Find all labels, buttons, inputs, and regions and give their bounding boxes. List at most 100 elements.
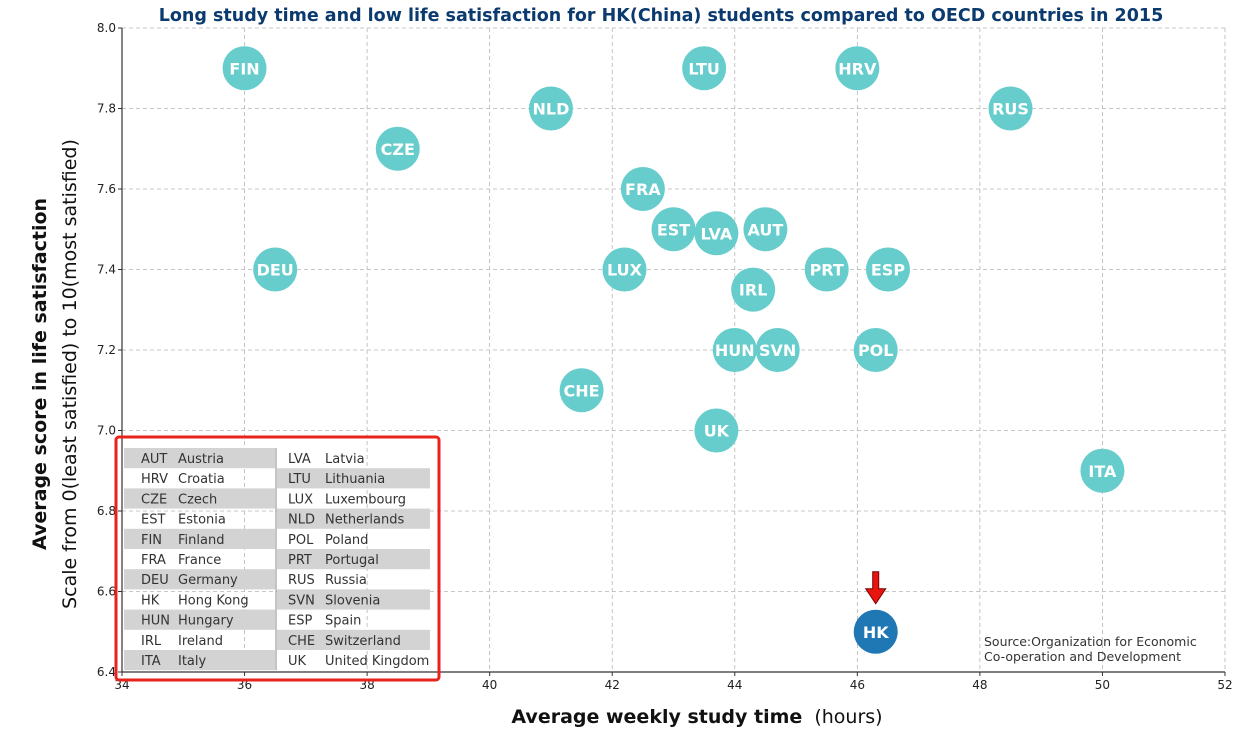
legend-country: Netherlands xyxy=(325,513,404,528)
bubble xyxy=(731,267,776,312)
legend-code: LTU xyxy=(288,472,311,487)
bubble xyxy=(222,46,267,91)
legend-code: UK xyxy=(288,654,307,669)
legend-code: CZE xyxy=(141,492,167,507)
legend-country: Estonia xyxy=(178,513,226,528)
bubble xyxy=(694,211,739,256)
x-tick-label: 42 xyxy=(605,678,620,692)
data-point-fra: FRA xyxy=(620,167,665,211)
data-point-nld: NLD xyxy=(528,86,573,131)
data-point-pol: POL xyxy=(853,328,898,372)
legend-country: France xyxy=(178,553,221,568)
y-tick-label: 7.6 xyxy=(97,182,116,196)
legend-row-bg xyxy=(124,528,275,549)
legend-row-bg xyxy=(277,508,430,529)
bubble xyxy=(1080,448,1125,493)
legend-code: HUN xyxy=(141,614,170,629)
legend-country: Slovenia xyxy=(325,593,380,608)
bubble xyxy=(743,207,788,252)
y-tick-label: 7.4 xyxy=(97,263,116,277)
bubble xyxy=(559,368,604,413)
legend-code: LVA xyxy=(288,452,311,467)
legend-code: SVN xyxy=(288,593,315,608)
legend-code: FRA xyxy=(141,553,166,568)
legend-row-bg xyxy=(124,609,275,630)
x-axis-label-main: Average weekly study time xyxy=(511,706,802,728)
bubble-label: LUX xyxy=(607,261,643,280)
data-point-esp: ESP xyxy=(865,247,910,292)
legend-country: Switzerland xyxy=(325,634,401,649)
bubble-label: EST xyxy=(657,220,690,239)
y-tick-label: 8.0 xyxy=(97,21,116,35)
legend-country: Ireland xyxy=(178,634,223,649)
bubble-label: ITA xyxy=(1088,462,1117,481)
legend-country: Czech xyxy=(178,492,217,507)
bubble xyxy=(694,408,739,453)
legend-code: DEU xyxy=(141,573,169,588)
bubble-label: IRL xyxy=(739,281,767,300)
bubble-label: HRV xyxy=(838,59,877,78)
legend-country: Spain xyxy=(325,614,361,629)
legend-country: Portugal xyxy=(325,553,379,568)
legend-country: Germany xyxy=(178,573,238,588)
data-point-cze: CZE xyxy=(375,126,420,171)
legend-country: United Kingdom xyxy=(325,654,429,669)
y-tick-label: 7.0 xyxy=(97,424,116,438)
legend-row-bg xyxy=(277,629,430,650)
bubble xyxy=(528,86,573,131)
bubble xyxy=(651,207,696,252)
legend-country: Italy xyxy=(178,654,207,669)
data-point-lva: LVA xyxy=(694,211,739,256)
data-point-hrv: HRV xyxy=(835,46,880,91)
bubble-label: DEU xyxy=(257,261,294,280)
data-point-fin: FIN xyxy=(222,46,267,91)
bubble-label: FIN xyxy=(229,59,259,78)
legend-code: EST xyxy=(141,513,165,528)
data-point-irl: IRL xyxy=(731,267,776,312)
bubble xyxy=(988,86,1033,131)
bubble xyxy=(682,46,727,91)
x-tick-label: 48 xyxy=(972,678,987,692)
bubble-label: ESP xyxy=(871,261,905,280)
bubble xyxy=(620,167,665,211)
bubble xyxy=(804,247,849,292)
x-tick-label: 52 xyxy=(1217,678,1232,692)
legend-row-bg xyxy=(124,569,275,590)
legend-code: ITA xyxy=(141,654,161,669)
legend-code: PRT xyxy=(288,553,312,568)
x-axis-label-unit: (hours) xyxy=(814,706,882,728)
country-legend: AUT Austria HRV Croatia CZE Czech EST Estonia FI… xyxy=(114,435,441,682)
legend-country: Hong Kong xyxy=(178,593,249,608)
data-point-hk: HK xyxy=(853,609,898,654)
legend-code: AUT xyxy=(141,452,167,467)
y-axis-label-main: Average score in life satisfaction xyxy=(29,198,51,550)
legend-country: Poland xyxy=(325,533,368,548)
bubble-label: UK xyxy=(704,422,730,441)
data-point-ltu: LTU xyxy=(682,46,727,91)
y-axis-label-sub: Scale from 0(least satisfied) to 10(most… xyxy=(59,139,81,609)
legend-code: ESP xyxy=(288,614,312,629)
bubble-label: POL xyxy=(858,341,894,360)
bubble xyxy=(853,328,898,372)
bubble-label: FRA xyxy=(625,180,661,199)
x-tick-label: 40 xyxy=(482,678,497,692)
legend-code: LUX xyxy=(288,492,313,507)
x-axis-label: Average weekly study time (hours) xyxy=(511,706,882,728)
legend-country: Finland xyxy=(178,533,224,548)
bubble-label: AUT xyxy=(748,220,784,239)
bubble-label: LTU xyxy=(688,59,719,78)
bubble-label: CHE xyxy=(564,381,600,400)
x-tick-labels: 34 36 38 40 42 44 46 48 50 52 xyxy=(114,672,1233,692)
legend-frame xyxy=(114,435,441,682)
legend-country: Luxembourg xyxy=(325,492,406,507)
source-note-line-2: Co-operation and Development xyxy=(984,649,1181,664)
bubble-label: PRT xyxy=(810,261,844,280)
bubble-label: CZE xyxy=(381,140,415,159)
y-tick-label: 7.2 xyxy=(97,343,116,357)
legend-row-bg xyxy=(124,448,275,469)
data-point-prt: PRT xyxy=(804,247,849,292)
legend-code: IRL xyxy=(141,634,162,649)
data-point-lux: LUX xyxy=(602,247,647,292)
x-tick-label: 50 xyxy=(1095,678,1110,692)
